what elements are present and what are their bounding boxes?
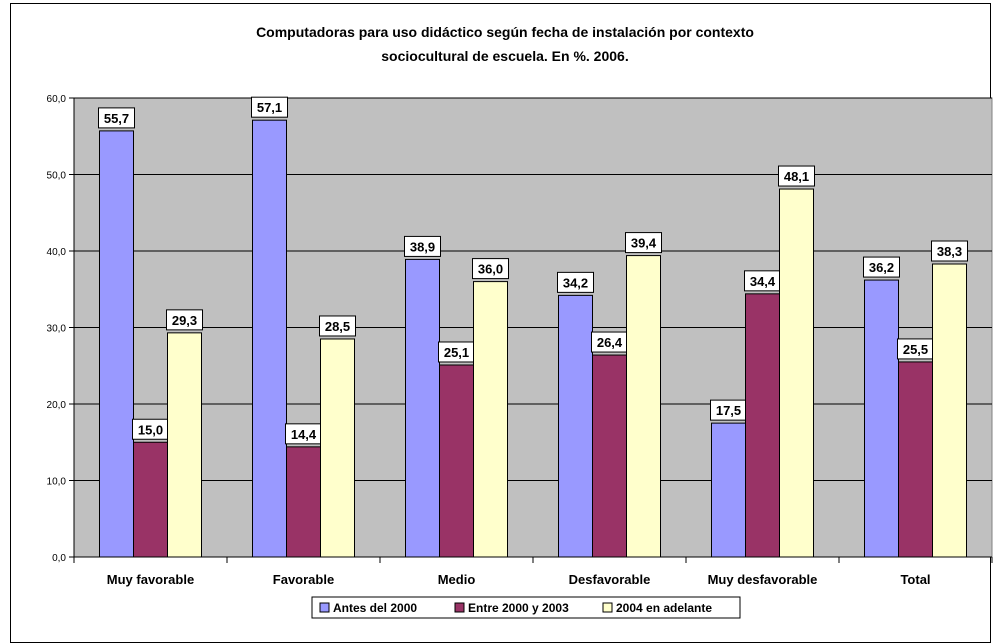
bar — [252, 119, 287, 558]
data-label: 14,4 — [291, 427, 317, 442]
bar — [745, 293, 780, 558]
bar — [167, 332, 202, 558]
data-label: 25,1 — [444, 345, 469, 360]
data-label: 25,5 — [903, 342, 928, 357]
bar — [473, 281, 508, 558]
data-label: 28,5 — [325, 319, 350, 334]
legend-swatch — [319, 602, 330, 613]
x-tick-label: Desfavorable — [569, 572, 651, 587]
plot-area: 0,0 10,0 20,0 30,0 40,0 50,0 60,0 55,7 15,0 29,3 M… — [47, 94, 993, 587]
data-label: 26,4 — [597, 335, 623, 350]
x-tick-label: Total — [900, 572, 930, 587]
legend-box — [311, 596, 741, 619]
data-label: 34,2 — [563, 275, 588, 290]
data-label-box — [625, 232, 662, 254]
bar — [439, 364, 474, 558]
data-label: 57,1 — [257, 100, 282, 115]
bar — [932, 263, 967, 558]
data-label-box — [778, 165, 815, 187]
data-label-box — [166, 309, 203, 331]
data-label: 15,0 — [138, 422, 163, 437]
legend-label: Entre 2000 y 2003 — [468, 601, 569, 615]
data-label: 29,3 — [172, 313, 197, 328]
data-label: 36,2 — [869, 260, 894, 275]
chart-title-line-1: Computadoras para uso didáctico según fe… — [256, 24, 754, 40]
data-label: 55,7 — [104, 111, 129, 126]
data-label-box — [472, 258, 509, 280]
x-tick-label: Medio — [438, 572, 476, 587]
data-label: 48,1 — [784, 169, 809, 184]
legend-swatch — [602, 602, 613, 613]
data-label-box — [319, 315, 356, 337]
data-label: 17,5 — [716, 403, 741, 418]
y-tick-label: 50,0 — [47, 171, 67, 182]
bar — [779, 188, 814, 558]
y-tick-label: 60,0 — [47, 94, 67, 105]
data-label: 38,3 — [937, 244, 962, 259]
bar — [898, 361, 933, 558]
data-label-box — [98, 107, 135, 129]
bar — [558, 294, 593, 558]
legend-label: Antes del 2000 — [333, 601, 417, 615]
data-label-box — [404, 235, 441, 257]
y-tick-label: 40,0 — [47, 247, 67, 258]
data-label: 38,9 — [410, 239, 435, 254]
x-tick-label: Muy desfavorable — [708, 572, 818, 587]
data-label: 36,0 — [478, 262, 503, 277]
bar — [133, 441, 168, 558]
legend-label: 2004 en adelante — [616, 601, 712, 615]
x-tick-label: Favorable — [273, 572, 334, 587]
bar — [405, 258, 440, 558]
y-tick-label: 20,0 — [47, 400, 67, 411]
bar — [286, 446, 321, 558]
bar — [711, 422, 746, 558]
data-label: 39,4 — [631, 236, 657, 251]
legend: Antes del 2000 Entre 2000 y 2003 2004 en a… — [311, 596, 741, 619]
bar — [592, 354, 627, 558]
data-label: 34,4 — [750, 274, 776, 289]
bar — [99, 130, 134, 558]
bar — [320, 338, 355, 558]
bar — [864, 279, 899, 558]
chart-title-line-2: sociocultural de escuela. En %. 2006. — [381, 48, 628, 64]
data-label-box — [931, 240, 968, 262]
y-tick-label: 0,0 — [52, 553, 66, 564]
y-tick-label: 30,0 — [47, 324, 67, 335]
y-tick-label: 10,0 — [47, 477, 67, 488]
data-label-box — [863, 256, 900, 278]
legend-swatch — [454, 602, 465, 613]
data-label-box — [251, 96, 288, 118]
x-tick-label: Muy favorable — [107, 572, 194, 587]
chart-svg: Computadoras para uso didáctico según fe… — [47, 24, 993, 619]
data-label-box — [557, 271, 594, 293]
bar — [626, 255, 661, 558]
